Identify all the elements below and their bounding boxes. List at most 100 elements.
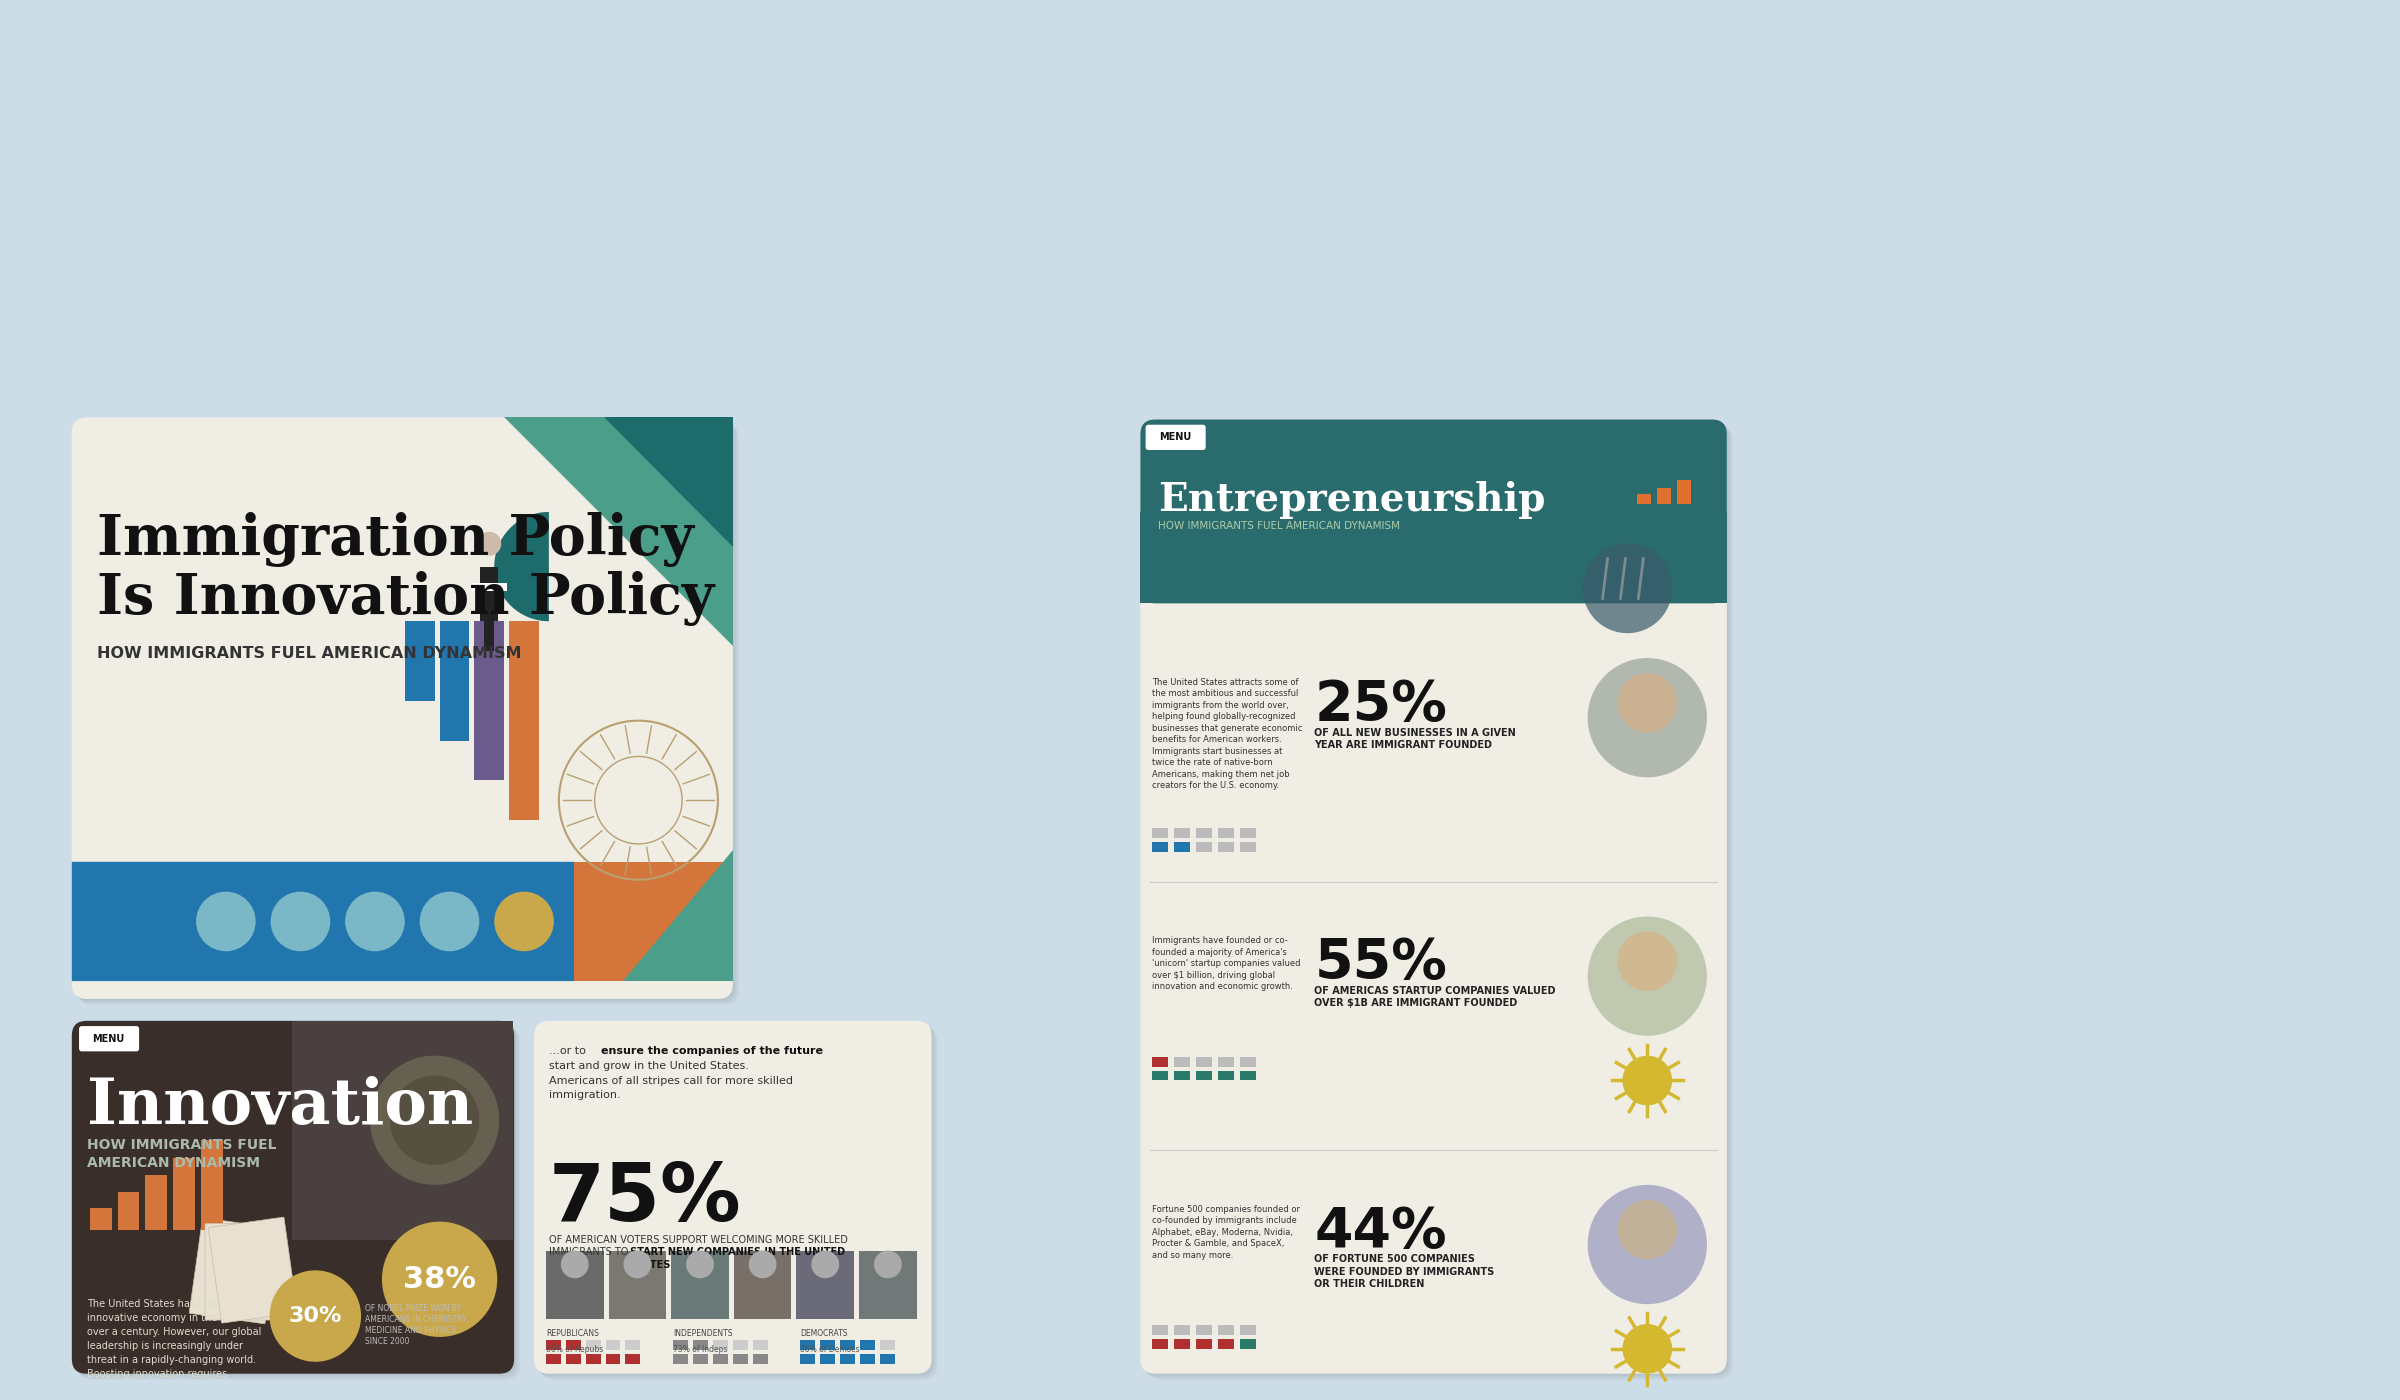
Text: 73% of Indeps: 73% of Indeps [672, 1345, 727, 1354]
Text: REPUBLICANS: REPUBLICANS [545, 1329, 600, 1338]
Text: Entrepreneurship: Entrepreneurship [1159, 482, 1546, 519]
Bar [1174, 1338, 1190, 1348]
Bar [732, 1354, 749, 1364]
Text: 66% of Repubs: 66% of Repubs [545, 1345, 602, 1354]
Text: OF AMERICAS STARTUP COMPANIES VALUED
OVER $1B ARE IMMIGRANT FOUNDED: OF AMERICAS STARTUP COMPANIES VALUED OVE… [1315, 986, 1555, 1008]
Circle shape [389, 1075, 480, 1165]
Text: Immigrants have founded or co-
founded a majority of America's
'unicorn' startup: Immigrants have founded or co- founded a… [1152, 937, 1301, 991]
Bar [566, 1354, 581, 1364]
FancyBboxPatch shape [1140, 420, 1728, 1373]
Bar [1152, 827, 1169, 839]
Polygon shape [602, 417, 732, 547]
Circle shape [370, 1056, 499, 1184]
Bar [734, 1252, 792, 1319]
Bar [1174, 1324, 1190, 1336]
Text: immigration.: immigration. [550, 1091, 622, 1100]
Bar [1195, 1057, 1212, 1067]
Bar [1174, 841, 1190, 851]
Bar [1195, 1338, 1212, 1348]
Bar [1217, 1057, 1234, 1067]
Bar [694, 1354, 708, 1364]
Circle shape [811, 1250, 840, 1278]
Bar [89, 1208, 110, 1229]
Bar [202, 1140, 223, 1229]
Bar [605, 1340, 622, 1350]
Text: 75%: 75% [550, 1161, 742, 1238]
Bar [672, 1340, 689, 1350]
FancyBboxPatch shape [204, 1224, 281, 1320]
Bar [72, 862, 574, 981]
Bar [146, 1175, 168, 1229]
Text: DEMOCRATS: DEMOCRATS [802, 1329, 847, 1338]
Circle shape [874, 1250, 902, 1278]
Text: The United States attracts some of
the most ambitious and successful
immigrants : The United States attracts some of the m… [1152, 678, 1303, 790]
Bar [1241, 827, 1255, 839]
FancyBboxPatch shape [72, 862, 574, 981]
Bar [859, 1252, 917, 1319]
Bar [545, 1354, 562, 1364]
Text: HOW IMMIGRANTS FUEL AMERICAN DYNAMISM: HOW IMMIGRANTS FUEL AMERICAN DYNAMISM [1159, 521, 1399, 531]
Circle shape [624, 1250, 650, 1278]
Bar [881, 1340, 895, 1350]
Bar [439, 622, 470, 741]
Bar [754, 1354, 768, 1364]
Bar [118, 1191, 139, 1229]
Circle shape [269, 1270, 360, 1362]
Bar [626, 1340, 641, 1350]
Bar [293, 1021, 514, 1239]
Text: ensure the companies of the future: ensure the companies of the future [600, 1046, 823, 1056]
Bar [672, 1354, 689, 1364]
Bar [1241, 1057, 1255, 1067]
Bar [480, 567, 499, 622]
Bar [509, 622, 540, 820]
Bar [840, 1340, 854, 1350]
Bar [1241, 1324, 1255, 1336]
Circle shape [1589, 1184, 1706, 1305]
Bar [1678, 480, 1692, 504]
Polygon shape [504, 417, 732, 647]
FancyBboxPatch shape [72, 1021, 514, 1373]
Text: 44%: 44% [1315, 1205, 1447, 1259]
Bar [802, 1354, 816, 1364]
Circle shape [749, 1250, 778, 1278]
Bar [1152, 1324, 1169, 1336]
Bar [1195, 841, 1212, 851]
Wedge shape [494, 512, 550, 622]
Wedge shape [550, 512, 602, 622]
Bar [586, 1340, 600, 1350]
Bar [1637, 494, 1651, 504]
Bar [406, 622, 434, 701]
Bar [566, 1340, 581, 1350]
Text: 38%: 38% [403, 1264, 475, 1294]
Bar [821, 1340, 835, 1350]
Bar [470, 584, 506, 591]
Circle shape [382, 1222, 497, 1337]
Bar [586, 1354, 600, 1364]
Bar [732, 1340, 749, 1350]
FancyBboxPatch shape [190, 1218, 278, 1324]
Bar [1152, 1071, 1169, 1081]
Text: START NEW COMPANIES IN THE UNITED
STATES: START NEW COMPANIES IN THE UNITED STATES [631, 1247, 845, 1270]
Text: 30%: 30% [288, 1306, 343, 1326]
Bar [694, 1340, 708, 1350]
Text: OF ALL NEW BUSINESSES IN A GIVEN
YEAR ARE IMMIGRANT FOUNDED: OF ALL NEW BUSINESSES IN A GIVEN YEAR AR… [1315, 728, 1517, 750]
Bar [1174, 1057, 1190, 1067]
Text: OF FORTUNE 500 COMPANIES
WERE FOUNDED BY IMMIGRANTS
OR THEIR CHILDREN: OF FORTUNE 500 COMPANIES WERE FOUNDED BY… [1315, 1254, 1495, 1289]
Bar [1174, 827, 1190, 839]
Bar [1217, 1324, 1234, 1336]
Text: Innovation: Innovation [86, 1075, 473, 1137]
Circle shape [197, 892, 257, 951]
Bar [605, 1354, 622, 1364]
FancyBboxPatch shape [209, 1217, 298, 1323]
Bar [754, 1340, 768, 1350]
Text: OF AMERICAN VOTERS SUPPORT WELCOMING MORE SKILLED
IMMIGRANTS TO: OF AMERICAN VOTERS SUPPORT WELCOMING MOR… [550, 1235, 847, 1257]
Polygon shape [624, 850, 732, 981]
FancyBboxPatch shape [1140, 420, 1728, 603]
Text: 86% of Democs: 86% of Democs [802, 1345, 859, 1354]
Bar [859, 1354, 876, 1364]
Text: INDEPENDENTS: INDEPENDENTS [672, 1329, 732, 1338]
Text: ...or to: ...or to [550, 1046, 590, 1056]
Bar [1217, 841, 1234, 851]
Bar [475, 622, 504, 780]
Bar [574, 862, 732, 981]
